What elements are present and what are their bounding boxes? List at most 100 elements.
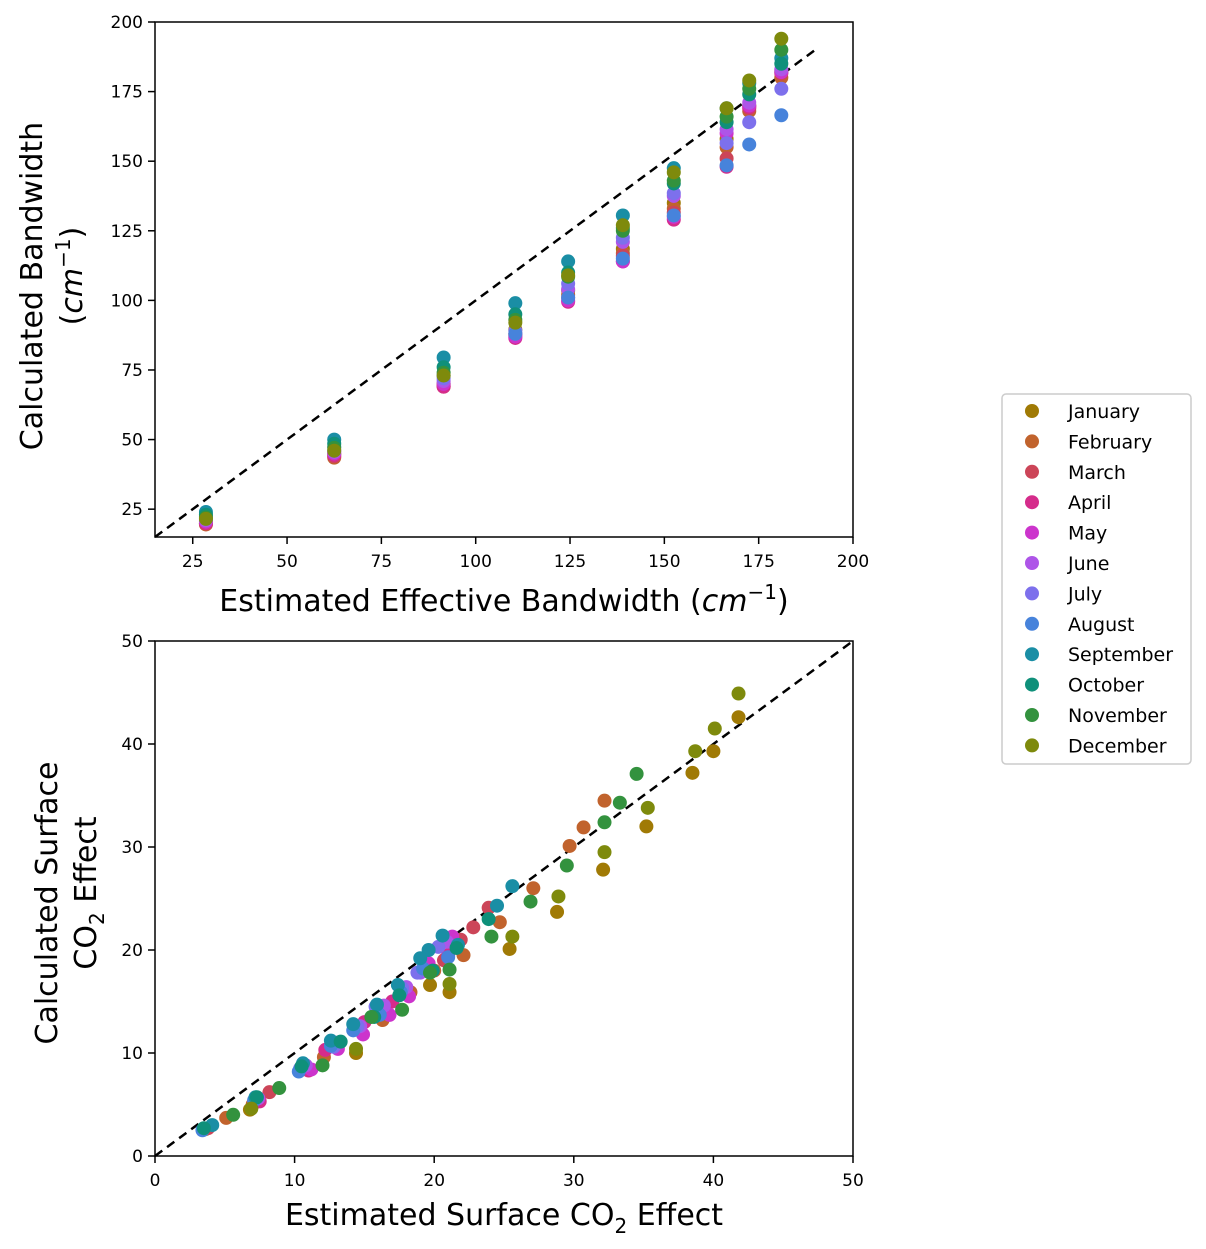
legend-label: December (1068, 735, 1167, 757)
y-tick-label: 200 (111, 13, 143, 33)
data-point-january (685, 765, 700, 780)
data-point-january (502, 941, 517, 956)
data-point-march (466, 920, 481, 935)
x-tick-label: 50 (842, 1171, 864, 1191)
data-point-february (492, 915, 507, 930)
data-point-december (436, 368, 451, 383)
legend-marker (1025, 616, 1039, 631)
co2-effect-scatter-plot: 0 10 20 30 40 50 0 10 20 30 40 50 Estimated Surface… (30, 632, 864, 1238)
legend-entry-may: May (1025, 523, 1107, 545)
data-point-october (333, 1034, 348, 1049)
data-point-october (774, 56, 789, 71)
series-september (198, 51, 789, 519)
data-point-july (742, 115, 757, 130)
data-point-december (615, 218, 630, 233)
data-point-october (294, 1059, 309, 1074)
legend-label: July (1067, 583, 1102, 605)
data-point-december (327, 443, 342, 458)
data-point-december (640, 800, 655, 815)
data-point-december (719, 101, 734, 116)
legend-label: September (1068, 644, 1173, 666)
x-tick-label: 0 (150, 1171, 161, 1191)
data-point-september (561, 254, 576, 269)
legend-entry-january: January (1025, 401, 1140, 423)
data-point-january (596, 862, 611, 877)
legend-entry-october: October (1025, 675, 1144, 697)
data-point-october (449, 940, 464, 955)
data-point-december (349, 1041, 364, 1056)
data-point-november (315, 1058, 330, 1073)
legend-entry-june: June (1025, 553, 1109, 575)
data-point-december (505, 929, 520, 944)
y-tick-label: 50 (121, 632, 143, 652)
data-point-november (442, 962, 457, 977)
legend-label: October (1068, 675, 1144, 697)
x-tick-label: 10 (284, 1171, 306, 1191)
legend-entry-march: March (1025, 462, 1126, 484)
data-point-november (364, 1009, 379, 1024)
x-tick-label: 200 (837, 552, 869, 572)
data-point-august (719, 158, 734, 173)
data-point-january (706, 744, 721, 759)
y-tick-label: 75 (121, 361, 143, 381)
x-tick-label: 30 (563, 1171, 585, 1191)
data-point-december (597, 845, 612, 860)
data-point-september (505, 879, 520, 894)
y-tick-label: 100 (111, 291, 143, 311)
bandwidth-data-points (198, 31, 789, 532)
legend-label: March (1068, 462, 1126, 484)
x-tick-label: 150 (648, 552, 680, 572)
y-tick-label: 0 (132, 1147, 143, 1167)
data-point-february (526, 881, 541, 896)
y-tick-label: 125 (111, 222, 143, 242)
y-tick-label: 175 (111, 83, 143, 103)
data-point-february (576, 820, 591, 835)
data-point-july (719, 136, 734, 151)
series-october (198, 56, 789, 522)
data-point-september (508, 296, 523, 311)
series-november (226, 766, 644, 1122)
series-december (198, 31, 789, 526)
data-point-november (612, 795, 627, 810)
legend-label: February (1068, 431, 1152, 453)
x-tick-label: 75 (371, 552, 393, 572)
legend-marker (1025, 464, 1039, 479)
data-point-november (395, 1002, 410, 1017)
one-to-one-reference-line (154, 48, 817, 539)
plot-frame (154, 640, 854, 1157)
series-june (198, 62, 789, 528)
data-point-february (597, 793, 612, 808)
data-point-august (666, 208, 681, 223)
data-point-december (666, 165, 681, 180)
y-tick-label: 40 (121, 735, 143, 755)
data-point-september (490, 898, 505, 913)
legend-marker (1025, 738, 1039, 753)
x-tick-label: 125 (554, 552, 586, 572)
series-august (198, 108, 789, 524)
data-point-december (508, 315, 523, 330)
legend-label: June (1067, 553, 1109, 575)
y-tick-label: 10 (121, 1044, 143, 1064)
y-tick-label: 30 (121, 838, 143, 858)
data-point-august (508, 326, 523, 341)
legend: January February March April May June July Augu… (1001, 393, 1192, 765)
data-point-september (436, 350, 451, 365)
data-point-january (731, 710, 746, 725)
data-point-december (551, 889, 566, 904)
data-point-october (249, 1090, 264, 1105)
data-point-december (774, 31, 789, 46)
data-point-september (346, 1017, 361, 1032)
legend-marker (1025, 495, 1039, 510)
data-point-september (435, 928, 450, 943)
legend-marker (1025, 586, 1039, 601)
x-tick-label: 175 (742, 552, 774, 572)
x-tick-label: 40 (703, 1171, 725, 1191)
data-point-september (390, 978, 405, 993)
y-axis-label: Calculated Surface (30, 762, 65, 1045)
legend-entry-july: July (1025, 583, 1102, 605)
axis-ticks: 25 50 75 100 125 150 175 200 25 50 75 100 125 150 175 2… (111, 13, 870, 572)
legend-box (1001, 393, 1192, 765)
bandwidth-scatter-plot: 25 50 75 100 125 150 175 200 25 50 75 100 125 150 175 2… (15, 13, 869, 619)
data-point-august (615, 251, 630, 266)
legend-marker (1025, 708, 1039, 722)
